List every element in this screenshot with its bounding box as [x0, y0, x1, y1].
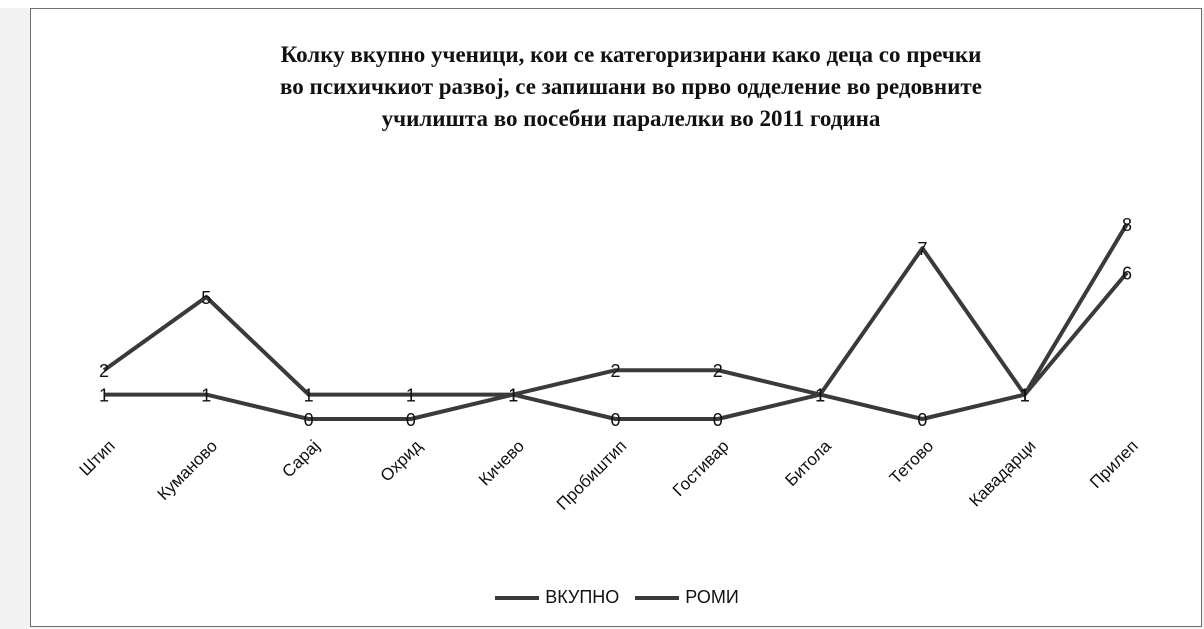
chart-title-line-3: училишта во посебни паралелки во 2011 го…	[381, 106, 881, 131]
x-tick-label-3: Охрид	[377, 436, 426, 485]
top-strip	[0, 0, 1204, 8]
x-tick-label-5: Пробиштип	[553, 436, 630, 513]
x-tick-label-4: Кичево	[475, 436, 528, 489]
data-label-s0-9: 1	[1020, 386, 1030, 406]
data-label-s1-0: 1	[99, 386, 109, 406]
chart-title-line-1: Колку вкупно ученици, кои се категоризир…	[280, 42, 982, 67]
series-line-0	[102, 222, 1129, 397]
legend-label-vkupno: ВКУПНО	[545, 587, 620, 607]
chart-frame: Колку вкупно ученици, кои се категоризир…	[30, 8, 1202, 627]
legend-swatch-vkupno	[495, 595, 540, 600]
x-tick-label-0: Штип	[76, 436, 119, 479]
data-label-s0-10: 8	[1122, 215, 1132, 235]
data-label-s0-6: 2	[713, 361, 723, 381]
data-label-s0-0: 2	[99, 361, 109, 381]
x-tick-label-7: Битола	[781, 436, 835, 490]
data-label-s1-8: 0	[917, 410, 927, 430]
data-label-s0-7: 1	[815, 386, 825, 406]
data-label-s0-3: 1	[406, 386, 416, 406]
data-label-s0-5: 2	[610, 361, 620, 381]
legend: ВКУПНО РОМИ	[31, 587, 1203, 608]
x-tick-label-9: Кавадарци	[965, 436, 1039, 510]
x-tick-label-8: Тетово	[886, 436, 937, 487]
data-label-s1-7: 1	[815, 386, 825, 406]
x-tick-label-10: Прилеп	[1086, 436, 1142, 492]
data-label-s0-4: 1	[508, 386, 518, 406]
x-tick-label-6: Гостивар	[669, 436, 733, 500]
data-label-s0-8: 7	[917, 239, 927, 259]
data-label-s1-10: 6	[1122, 264, 1132, 284]
data-label-s0-2: 1	[304, 386, 314, 406]
chart-title: Колку вкупно ученици, кои се категоризир…	[91, 39, 1171, 135]
data-label-s1-9: 1	[1020, 386, 1030, 406]
data-label-s1-1: 1	[201, 386, 211, 406]
data-label-s0-1: 5	[201, 288, 211, 308]
chart-title-line-2: во психичкиот развој, се запишани во прв…	[280, 74, 982, 99]
legend-label-romi: РОМИ	[685, 587, 739, 607]
legend-item-romi: РОМИ	[635, 587, 739, 608]
legend-item-vkupno: ВКУПНО	[495, 587, 619, 608]
data-label-s1-4: 1	[508, 386, 518, 406]
legend-swatch-romi	[635, 595, 680, 600]
data-label-s1-3: 0	[406, 410, 416, 430]
x-tick-label-1: Куманово	[154, 436, 222, 504]
data-label-s1-2: 0	[304, 410, 314, 430]
data-label-s1-5: 0	[610, 410, 620, 430]
series-line-1	[104, 271, 1129, 421]
x-tick-label-2: Сарај	[278, 436, 323, 481]
data-label-s1-6: 0	[713, 410, 723, 430]
